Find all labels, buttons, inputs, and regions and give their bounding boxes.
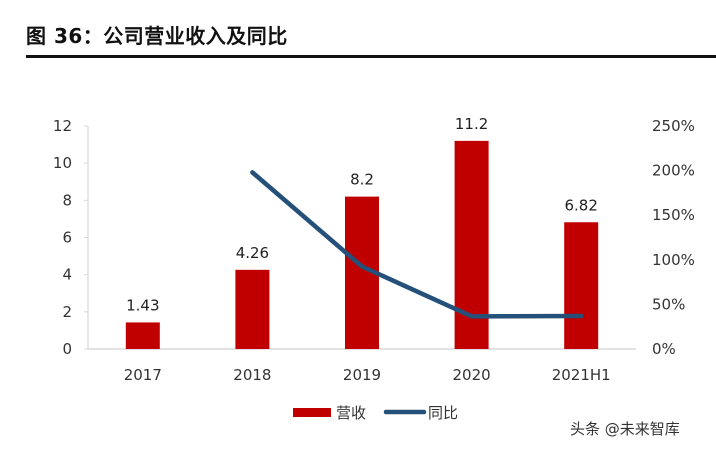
x-tick-label: 2020 bbox=[453, 366, 491, 384]
y2-tick-label: 250% bbox=[652, 117, 695, 135]
legend-label-revenue: 营收 bbox=[336, 404, 366, 422]
bar-data-label: 8.2 bbox=[350, 171, 374, 189]
title-divider bbox=[26, 55, 716, 58]
bar-data-label: 6.82 bbox=[564, 196, 597, 214]
bar-data-label: 4.26 bbox=[236, 244, 269, 262]
watermark: 头条 @未来智库 bbox=[570, 420, 680, 438]
x-tick-label: 2021H1 bbox=[552, 366, 611, 384]
bar-data-label: 1.43 bbox=[126, 296, 159, 314]
y-tick-label: 8 bbox=[62, 191, 72, 209]
y2-tick-label: 50% bbox=[652, 295, 685, 313]
y-tick-label: 12 bbox=[53, 117, 72, 135]
bar-2017 bbox=[125, 322, 160, 349]
legend-swatch-revenue bbox=[293, 408, 331, 417]
y-tick-label: 10 bbox=[53, 154, 72, 172]
x-tick-labels: 2017 2018 2019 2020 2021H1 bbox=[124, 366, 611, 384]
y-tick-label: 2 bbox=[62, 303, 72, 321]
y-tick-labels: 0 2 4 6 8 10 12 bbox=[53, 117, 72, 358]
y2-tick-label: 0% bbox=[652, 340, 676, 358]
x-tick-label: 2019 bbox=[343, 366, 381, 384]
bar-data-label: 11.2 bbox=[455, 115, 488, 133]
y-tick-label: 4 bbox=[62, 266, 72, 284]
y-tick-label: 0 bbox=[62, 340, 72, 358]
bar-labels: 1.43 4.26 8.2 11.2 6.82 bbox=[126, 115, 598, 315]
y-tick-label: 6 bbox=[62, 229, 72, 247]
y2-tick-label: 150% bbox=[652, 206, 695, 224]
y2-tick-labels: 0% 50% 100% 150% 200% 250% bbox=[652, 117, 695, 358]
yoy-line bbox=[250, 170, 584, 319]
chart-title: 图 36：公司营业收入及同比 bbox=[26, 24, 288, 48]
legend-label-yoy: 同比 bbox=[428, 404, 458, 422]
x-tick-label: 2017 bbox=[124, 366, 162, 384]
yoy-line-series bbox=[250, 170, 584, 319]
bar-2018 bbox=[235, 269, 270, 349]
bar-2021H1 bbox=[564, 222, 599, 349]
y2-tick-label: 200% bbox=[652, 162, 695, 180]
y2-tick-label: 100% bbox=[652, 251, 695, 269]
x-tick-label: 2018 bbox=[233, 366, 271, 384]
legend: 营收 同比 bbox=[293, 404, 458, 422]
